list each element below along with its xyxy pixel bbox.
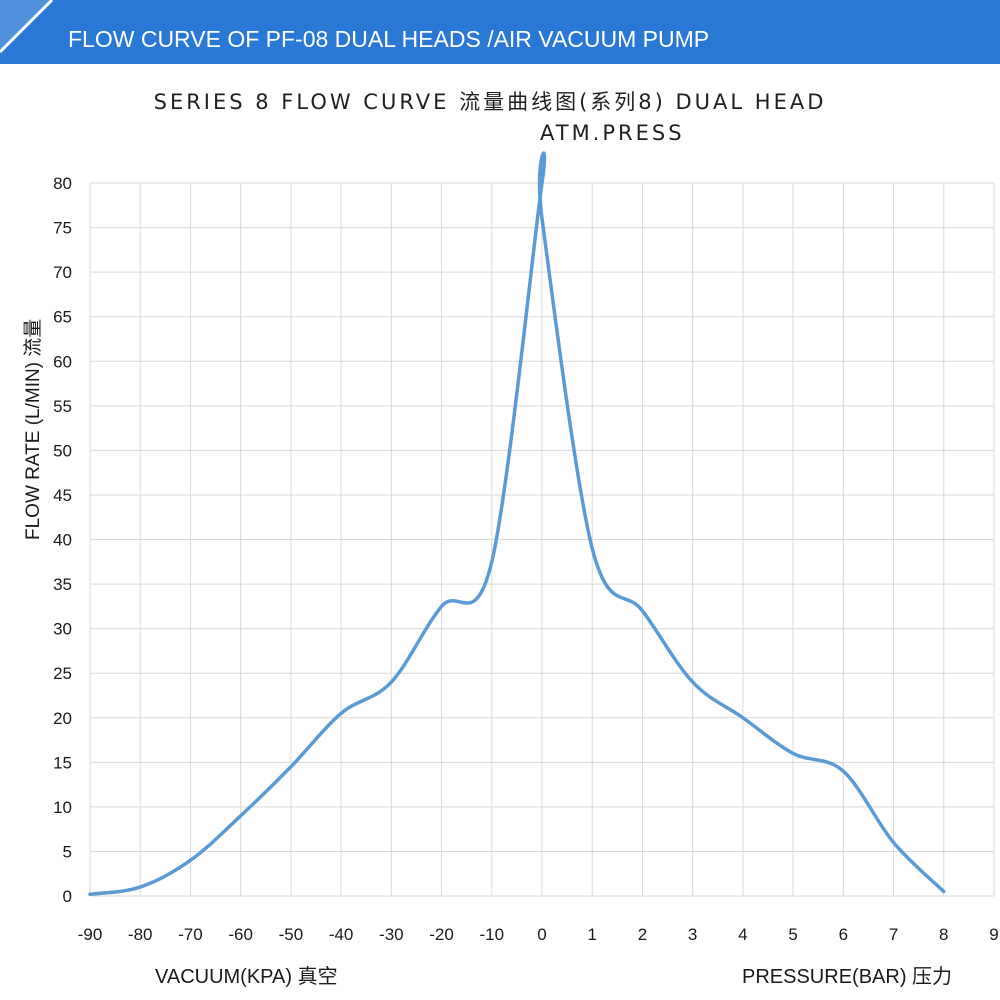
x-tick-label: -20	[429, 925, 454, 944]
x-tick-label: 7	[889, 925, 898, 944]
x-tick-label: 6	[839, 925, 848, 944]
x-tick-label: -50	[279, 925, 304, 944]
y-tick-label: 30	[53, 620, 72, 639]
y-tick-label: 70	[53, 263, 72, 282]
y-tick-label: 55	[53, 397, 72, 416]
x-tick-label: -80	[128, 925, 153, 944]
x-tick-label: -40	[329, 925, 354, 944]
banner-title: FLOW CURVE OF PF-08 DUAL HEADS /AIR VACU…	[68, 26, 710, 52]
flow-curve-line	[88, 151, 946, 896]
banner-corner-stripe-icon	[0, 0, 54, 54]
x-tick-label: -10	[479, 925, 504, 944]
chart-grid	[89, 182, 995, 897]
x-tick-label: 5	[788, 925, 797, 944]
y-tick-label: 80	[53, 174, 72, 193]
y-tick-label: 35	[53, 575, 72, 594]
y-tick-label: 5	[63, 842, 72, 861]
x-axis-label-pressure: PRESSURE(BAR) 压力	[742, 966, 953, 988]
x-tick-label: 3	[688, 925, 697, 944]
header-banner: FLOW CURVE OF PF-08 DUAL HEADS /AIR VACU…	[0, 0, 1000, 64]
y-tick-label: 20	[53, 709, 72, 728]
x-tick-label: -60	[228, 925, 253, 944]
y-tick-label: 45	[53, 486, 72, 505]
y-tick-label: 40	[53, 531, 72, 550]
x-tick-label: 2	[638, 925, 647, 944]
y-axis-label: FLOW RATE (L/MIN) 流量	[23, 318, 44, 540]
x-axis-label-vacuum: VACUUM(KPA) 真空	[155, 966, 338, 988]
y-tick-label: 25	[53, 664, 72, 683]
y-tick-label: 75	[53, 219, 72, 238]
x-tick-label: 1	[587, 925, 596, 944]
y-tick-label: 50	[53, 441, 72, 460]
x-tick-label: -90	[78, 925, 103, 944]
x-tick-label: 4	[738, 925, 747, 944]
chart-subtitle: ATM.PRESS	[540, 121, 685, 145]
x-tick-label: 0	[537, 925, 546, 944]
y-axis-ticks: 0 5 10 15 20 25 30 35 40 45 50 55 60 65 70 75 80	[53, 174, 72, 906]
x-tick-label: 8	[939, 925, 948, 944]
x-tick-label: -30	[379, 925, 404, 944]
y-tick-label: 15	[53, 753, 72, 772]
y-tick-label: 65	[53, 308, 72, 327]
x-tick-label: 9	[989, 925, 998, 944]
y-tick-label: 0	[63, 887, 72, 906]
x-tick-label: -70	[178, 925, 203, 944]
y-tick-label: 10	[53, 798, 72, 817]
chart-title: SERIES 8 FLOW CURVE 流量曲线图(系列8) DUAL HEAD	[153, 90, 827, 114]
x-axis-ticks: -90 -80 -70 -60 -50 -40 -30 -20 -10 0 1 2 3 4 5 6 7 8 9	[78, 925, 999, 944]
y-tick-label: 60	[53, 352, 72, 371]
